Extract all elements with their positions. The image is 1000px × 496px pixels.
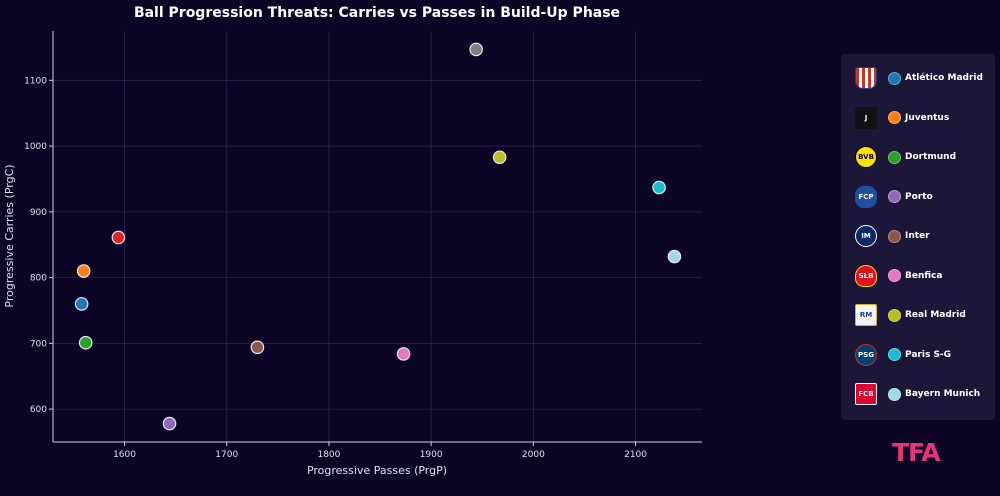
atletico-logo-icon <box>855 67 877 89</box>
legend-label: Inter <box>905 231 930 241</box>
legend-label: Porto <box>905 191 933 202</box>
point-porto <box>162 416 177 431</box>
point-bayern-munich <box>667 249 682 264</box>
legend-item: PSG Paris S-G <box>841 343 995 367</box>
legend-label: Benfica <box>905 270 943 281</box>
point-man-city <box>469 42 483 57</box>
legend-item: IM Inter <box>841 224 995 248</box>
x-tick-label: 1700 <box>215 450 238 460</box>
legend-item: FCP Porto <box>841 185 995 209</box>
benfica-logo-icon: SLB <box>855 264 877 287</box>
chart-title: Ball Progression Threats: Carries vs Pas… <box>134 5 620 21</box>
juventus-logo-icon: J <box>855 106 877 129</box>
dortmund-logo-icon: BVB <box>855 146 877 168</box>
point-atl-tico-madrid <box>74 297 89 311</box>
x-tick-label: 1900 <box>420 450 443 460</box>
legend-label: Paris S-G <box>905 349 952 360</box>
grid <box>53 31 702 442</box>
porto-logo-icon: FCP <box>855 185 877 208</box>
x-axis-label: Progressive Passes (PrgP) <box>307 464 447 477</box>
legend-label: Dortmund <box>905 152 957 162</box>
legend-item: FCB Bayern Munich <box>841 382 995 406</box>
legend-marker <box>888 111 901 124</box>
point-liverpool <box>111 230 126 245</box>
legend-label: Juventus <box>905 112 950 123</box>
axes <box>49 31 702 446</box>
legend-marker <box>888 269 901 282</box>
x-tick-label: 2000 <box>522 450 545 460</box>
legend-marker <box>888 229 901 243</box>
legend-marker <box>888 308 901 322</box>
y-tick-label: 900 <box>30 208 47 218</box>
y-tick-label: 800 <box>30 274 47 284</box>
y-tick-label: 700 <box>30 339 47 349</box>
legend-marker <box>888 348 901 361</box>
real-madrid-logo-icon: RM <box>855 304 877 326</box>
y-tick-label: 600 <box>30 405 47 415</box>
legend-item: Atlético Madrid <box>841 66 995 90</box>
point-juventus <box>76 264 91 278</box>
point-paris-s-g <box>652 180 666 195</box>
legend-item: BVB Dortmund <box>841 145 995 169</box>
y-tick-label: 1100 <box>24 76 47 86</box>
scatter-points <box>74 42 682 431</box>
x-tick-label: 1600 <box>113 450 136 460</box>
bayern-logo-icon: FCB <box>855 383 877 405</box>
inter-logo-icon: IM <box>855 225 877 247</box>
legend-label: Atlético Madrid <box>905 73 983 83</box>
psg-logo-icon: PSG <box>855 343 877 366</box>
point-benfica <box>396 347 411 361</box>
point-real-madrid <box>492 150 507 165</box>
legend-item: J Juventus <box>841 106 995 130</box>
point-dortmund <box>78 335 93 350</box>
tick-labels: 1600 1700 1800 1900 2000 2100 600 700 800 900 1000… <box>24 76 647 460</box>
legend-marker <box>888 387 901 401</box>
legend-label: Bayern Munich <box>905 389 981 399</box>
y-tick-label: 1000 <box>24 142 47 152</box>
legend-item: RM Real Madrid <box>841 303 995 327</box>
legend: Atlético Madrid J Juventus BVB Dortmund FCP Po… <box>841 54 995 420</box>
legend-marker <box>888 71 901 85</box>
x-tick-label: 2100 <box>624 450 647 460</box>
x-tick-label: 1800 <box>317 450 340 460</box>
point-inter <box>250 340 265 355</box>
brand-logo: TFA <box>892 438 941 467</box>
y-axis-label: Progressive Carries (PrgC) <box>3 164 16 307</box>
legend-item: SLB Benfica <box>841 264 995 288</box>
legend-label: Real Madrid <box>905 310 966 320</box>
legend-marker <box>888 150 901 164</box>
legend-marker <box>888 190 901 203</box>
